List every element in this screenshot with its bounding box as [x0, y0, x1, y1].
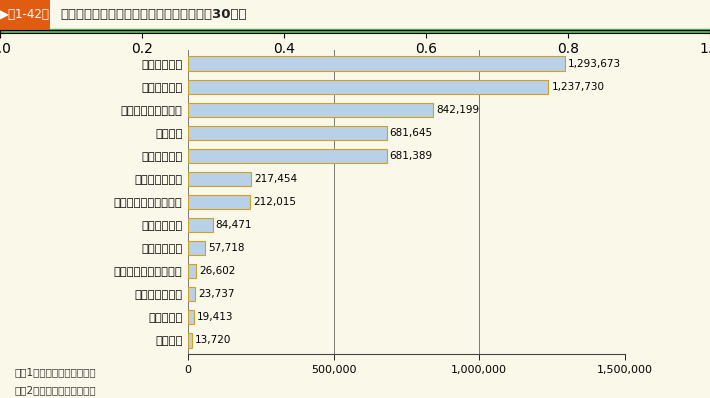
Text: 681,389: 681,389: [389, 151, 432, 161]
Text: 212,015: 212,015: [253, 197, 296, 207]
Bar: [188, 310, 194, 324]
Text: 84,471: 84,471: [216, 220, 252, 230]
Bar: [0, 0, 50, 30]
Bar: [188, 241, 205, 255]
Text: 2　高速道路分を含む。: 2 高速道路分を含む。: [14, 385, 96, 395]
Text: 26,602: 26,602: [199, 266, 235, 276]
Bar: [188, 103, 433, 117]
Text: 1,237,730: 1,237,730: [552, 82, 604, 92]
Bar: [188, 195, 250, 209]
Bar: [188, 57, 564, 71]
Text: 842,199: 842,199: [436, 105, 479, 115]
Bar: [188, 80, 548, 94]
Bar: [188, 126, 386, 140]
Bar: [188, 287, 195, 301]
Text: 13,720: 13,720: [195, 336, 231, 345]
Text: 23,737: 23,737: [198, 289, 234, 299]
Bar: [188, 149, 386, 163]
Text: 注　1　警察庁資料による。: 注 1 警察庁資料による。: [14, 367, 96, 377]
Bar: [188, 218, 213, 232]
Bar: [188, 264, 196, 278]
Text: 681,645: 681,645: [390, 128, 432, 138]
Text: ▶第1-42図: ▶第1-42図: [0, 8, 50, 21]
Text: 19,413: 19,413: [197, 312, 233, 322]
Text: 217,454: 217,454: [254, 174, 297, 184]
Bar: [188, 172, 251, 186]
Bar: [188, 333, 192, 347]
Text: 57,718: 57,718: [208, 243, 244, 253]
Text: 1,293,673: 1,293,673: [568, 59, 621, 68]
Text: 交通違反取締り（告知・送致）件数（平成30年）: 交通違反取締り（告知・送致）件数（平成30年）: [60, 8, 247, 21]
